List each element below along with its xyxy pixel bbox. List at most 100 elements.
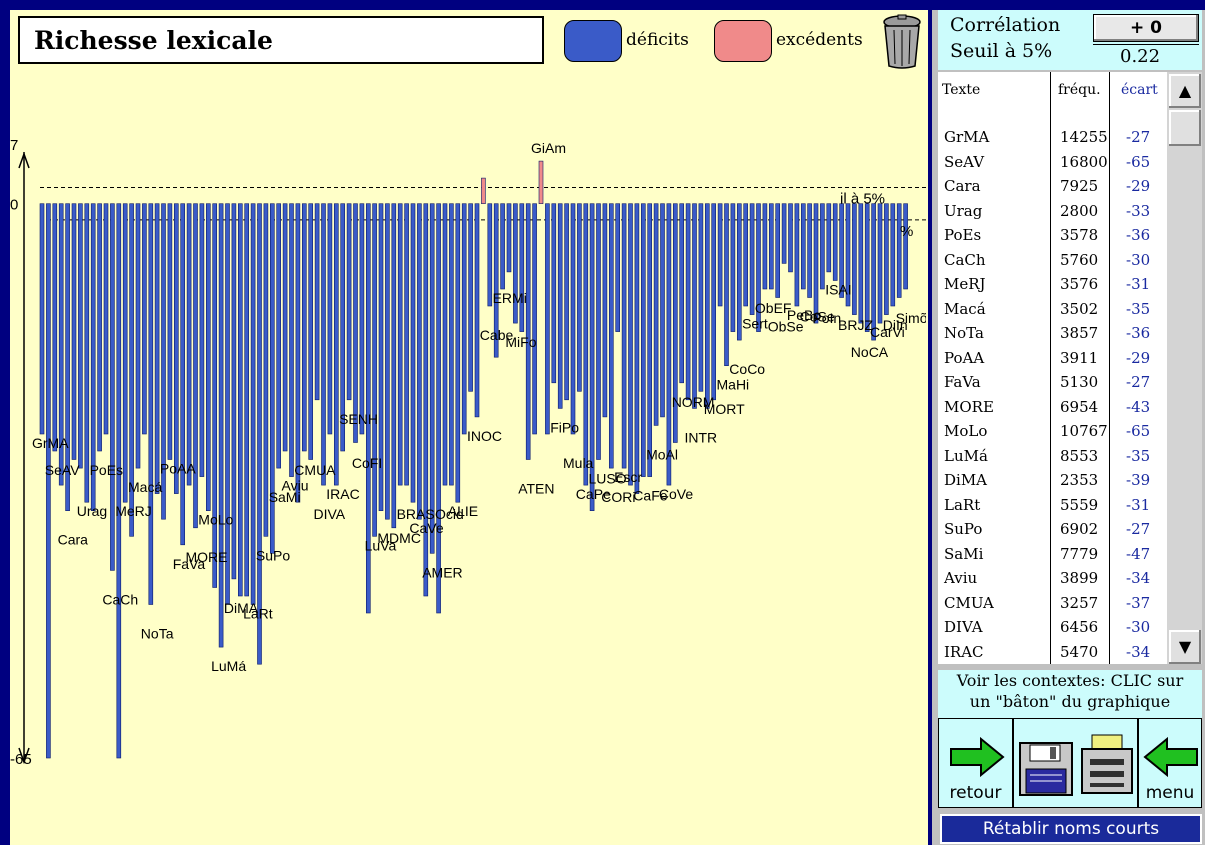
table-cell-frequ[interactable]: 7779 [1060, 544, 1099, 563]
chart-bar[interactable] [193, 203, 198, 529]
floppy-disk-icon[interactable] [1018, 741, 1074, 797]
chart-bar[interactable] [340, 203, 346, 452]
chart-bar[interactable] [436, 203, 441, 614]
table-cell-ecart[interactable]: -65 [1126, 152, 1151, 171]
chart-bar[interactable] [474, 203, 480, 418]
chart-bar[interactable] [397, 203, 403, 486]
table-cell-ecart[interactable]: -36 [1126, 226, 1151, 244]
chart-bar[interactable] [577, 203, 582, 392]
table-cell-texte[interactable]: Urag [944, 201, 983, 220]
legend-excess-swatch[interactable] [714, 20, 772, 62]
table-cell-frequ[interactable]: 3502 [1060, 299, 1099, 318]
chart-bar[interactable] [781, 203, 787, 264]
chart-bar[interactable] [468, 203, 473, 392]
chart-bar[interactable] [583, 203, 589, 486]
chart-bar[interactable] [685, 203, 691, 401]
table-cell-frequ[interactable]: 5130 [1060, 373, 1099, 391]
chart-bar[interactable] [481, 177, 486, 204]
chart-bar[interactable] [295, 203, 301, 503]
chart-bar[interactable] [449, 203, 454, 486]
table-cell-ecart[interactable]: -30 [1126, 250, 1151, 269]
table-cell-frequ[interactable]: 5470 [1060, 642, 1099, 661]
table-cell-ecart[interactable]: -31 [1126, 275, 1151, 293]
chart-bar[interactable] [110, 203, 115, 571]
chart-bar[interactable] [321, 203, 326, 486]
table-cell-frequ[interactable]: 5559 [1060, 495, 1099, 514]
scroll-down-button[interactable]: ▼ [1169, 630, 1201, 664]
table-cell-ecart[interactable]: -37 [1126, 593, 1151, 612]
chart-bar[interactable] [704, 203, 710, 409]
chart-bar[interactable] [225, 203, 230, 605]
chart-bar[interactable] [46, 203, 51, 759]
table-cell-texte[interactable]: PoAA [944, 348, 985, 367]
table-cell-texte[interactable]: FaVa [944, 373, 981, 391]
chart-bar[interactable] [717, 203, 723, 307]
table-cell-texte[interactable]: LuMá [944, 446, 988, 465]
chart-bar[interactable] [333, 203, 339, 486]
chart-bar[interactable] [231, 203, 237, 580]
printer-icon[interactable] [1078, 733, 1136, 797]
chart-bar[interactable] [800, 203, 806, 290]
chart-bar[interactable] [628, 203, 633, 486]
table-cell-ecart[interactable]: -36 [1126, 324, 1151, 342]
chart-bar[interactable] [545, 203, 550, 435]
table-cell-texte[interactable]: NoTa [944, 324, 984, 342]
chart-bar[interactable] [621, 203, 627, 469]
chart-bar[interactable] [615, 203, 621, 332]
chart-bar[interactable] [142, 203, 147, 435]
chart-bar[interactable] [308, 203, 314, 460]
table-cell-texte[interactable]: IRAC [944, 642, 984, 661]
chart-bar[interactable] [359, 203, 365, 435]
chart-bar[interactable] [660, 203, 665, 418]
table-cell-ecart[interactable]: -39 [1126, 471, 1151, 489]
table-cell-frequ[interactable]: 3911 [1060, 348, 1099, 367]
table-scrollbar[interactable] [1167, 72, 1202, 664]
chart-bar[interactable] [826, 203, 832, 273]
chart-bar[interactable] [525, 203, 531, 460]
table-cell-frequ[interactable]: 14255 [1060, 128, 1108, 146]
chart-bar[interactable] [736, 203, 742, 341]
table-cell-texte[interactable]: GrMA [944, 128, 990, 146]
retour-button[interactable]: retour [938, 718, 1013, 808]
table-cell-texte[interactable]: Macá [944, 299, 986, 318]
chart-bar[interactable] [487, 203, 493, 307]
table-cell-ecart[interactable]: -27 [1126, 128, 1151, 146]
chart-bar[interactable] [820, 203, 825, 290]
table-cell-ecart[interactable]: -29 [1126, 177, 1151, 195]
chart-bar[interactable] [327, 203, 333, 435]
table-cell-frequ[interactable]: 3576 [1060, 275, 1099, 293]
table-cell-frequ[interactable]: 6954 [1060, 397, 1099, 416]
chart-bar[interactable] [174, 203, 179, 494]
chart-bar[interactable] [455, 203, 461, 503]
table-cell-texte[interactable]: MoLo [944, 422, 988, 440]
chart-bar[interactable] [186, 203, 192, 486]
chart-bar[interactable] [672, 203, 678, 443]
chart-bar[interactable] [749, 203, 755, 315]
chart-bar[interactable] [756, 203, 761, 332]
chart-bar[interactable] [666, 203, 672, 486]
chart-bar[interactable] [813, 203, 819, 324]
table-header-texte[interactable]: Texte [942, 82, 981, 98]
chart-bar[interactable] [257, 203, 262, 665]
table-cell-texte[interactable]: SuPo [944, 520, 983, 538]
chart-bar[interactable] [385, 203, 390, 520]
chart-bar[interactable] [807, 203, 812, 298]
chart-bar[interactable] [890, 203, 896, 307]
chart-bar[interactable] [634, 203, 640, 494]
chart-bar[interactable] [884, 203, 889, 315]
chart-bar[interactable] [378, 203, 384, 511]
table-cell-frequ[interactable]: 5760 [1060, 250, 1099, 269]
chart-bar[interactable] [301, 203, 307, 452]
table-cell-ecart[interactable]: -33 [1126, 201, 1151, 220]
chart-bar[interactable] [513, 203, 518, 324]
chart-bar[interactable] [154, 203, 160, 494]
chart-bar[interactable] [289, 203, 294, 477]
chart-bar[interactable] [65, 203, 70, 511]
chart-bar[interactable] [640, 203, 646, 477]
chart-bar[interactable] [314, 203, 320, 401]
scroll-thumb[interactable] [1169, 110, 1201, 146]
table-cell-ecart[interactable]: -27 [1126, 520, 1151, 538]
restore-short-names-button[interactable]: Rétablir noms courts [940, 814, 1202, 844]
chart-bar[interactable] [871, 203, 876, 341]
chart-bar[interactable] [551, 203, 557, 384]
